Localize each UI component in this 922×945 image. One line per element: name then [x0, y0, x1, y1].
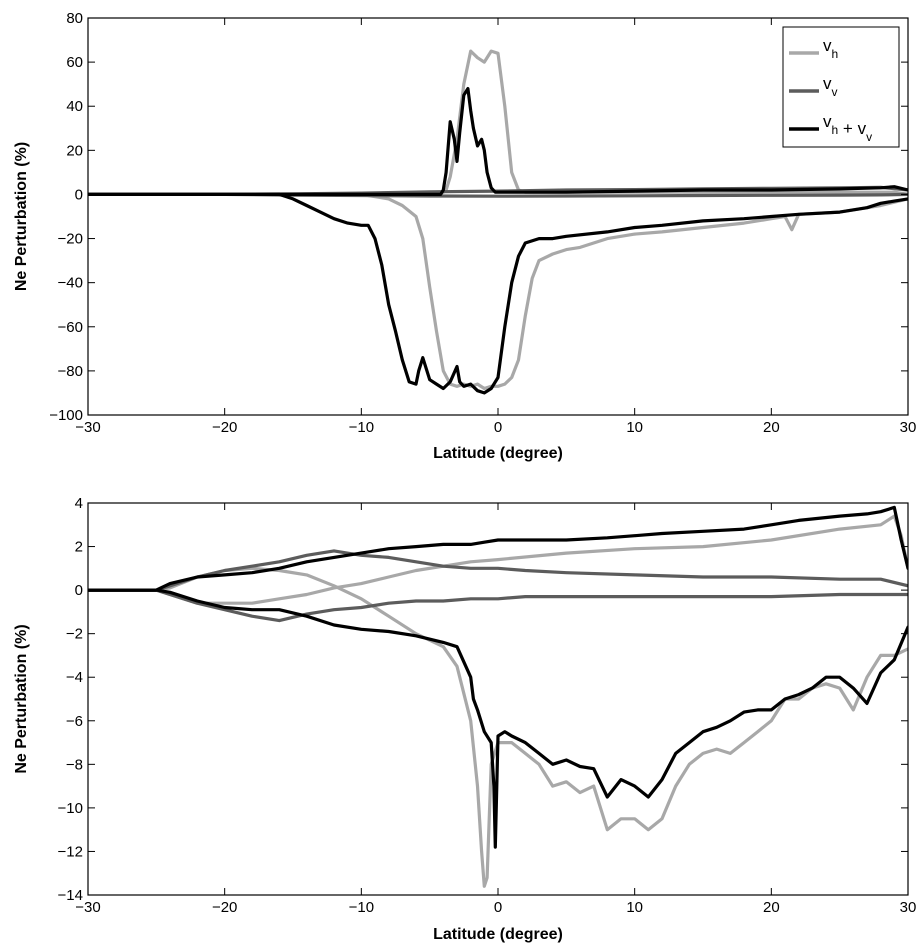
- x-axis-label: Latitude (degree): [433, 445, 563, 462]
- y-tick-label: −14: [58, 887, 83, 904]
- x-tick-label: −10: [349, 899, 374, 916]
- y-tick-label: 60: [66, 54, 83, 71]
- x-tick-label: 0: [494, 419, 502, 436]
- y-tick-label: −20: [58, 231, 83, 248]
- series-line-0-1: [88, 49, 908, 196]
- x-tick-label: 20: [763, 419, 780, 436]
- y-axis-label: Ne Perturbation (%): [13, 624, 30, 773]
- y-tick-label: 0: [75, 582, 83, 599]
- x-tick-label: −10: [349, 419, 374, 436]
- series-line-2-0: [88, 192, 908, 395]
- y-tick-label: −40: [58, 275, 83, 292]
- y-tick-label: 20: [66, 142, 83, 159]
- series-line-0-0: [88, 192, 908, 391]
- y-axis-label: Ne Perturbation (%): [13, 142, 30, 291]
- legend-entry: vh + vv: [823, 112, 872, 144]
- series-line-0-0: [88, 566, 908, 888]
- series-line-2-1: [88, 505, 908, 592]
- y-tick-label: 0: [75, 186, 83, 203]
- y-tick-label: −8: [66, 756, 83, 773]
- x-tick-label: 0: [494, 899, 502, 916]
- legend: vh vv vh + vv: [782, 26, 900, 148]
- top-panel: −30 −20 −10 0 10 20 30−100−80−60−40−2002040608…: [13, 10, 916, 462]
- x-tick-label: 30: [900, 899, 917, 916]
- x-axis-label: Latitude (degree): [433, 926, 563, 943]
- y-tick-label: −4: [66, 669, 83, 686]
- x-tick-label: −30: [75, 899, 100, 916]
- y-tick-label: −100: [49, 407, 83, 424]
- x-tick-label: 30: [900, 419, 917, 436]
- x-tick-label: 10: [626, 419, 643, 436]
- series-line-2-0: [88, 588, 908, 849]
- series-line-2-1: [88, 87, 908, 196]
- bottom-panel: −30 −20 −10 0 10 20 30−14−12−10−8−6−4−2024Lati…: [13, 495, 916, 943]
- y-tick-label: −2: [66, 626, 83, 643]
- y-tick-label: −80: [58, 363, 83, 380]
- series-line-1-0: [88, 549, 908, 592]
- y-tick-label: −12: [58, 843, 83, 860]
- y-tick-label: 2: [75, 539, 83, 556]
- x-tick-label: 10: [626, 899, 643, 916]
- x-tick-label: 20: [763, 899, 780, 916]
- x-tick-label: −30: [75, 419, 100, 436]
- series-line-1-1: [88, 588, 908, 623]
- legend-entry: vv: [823, 74, 838, 99]
- series-line-0-1: [88, 514, 908, 605]
- y-tick-label: 80: [66, 10, 83, 27]
- y-tick-label: −6: [66, 713, 83, 730]
- y-tick-label: 40: [66, 98, 83, 115]
- legend-entry: vh: [823, 36, 838, 61]
- y-tick-label: −60: [58, 319, 83, 336]
- y-tick-label: 4: [75, 495, 83, 512]
- x-tick-label: −20: [212, 419, 237, 436]
- legend-box: [782, 26, 900, 148]
- y-tick-label: −10: [58, 800, 83, 817]
- x-tick-label: −20: [212, 899, 237, 916]
